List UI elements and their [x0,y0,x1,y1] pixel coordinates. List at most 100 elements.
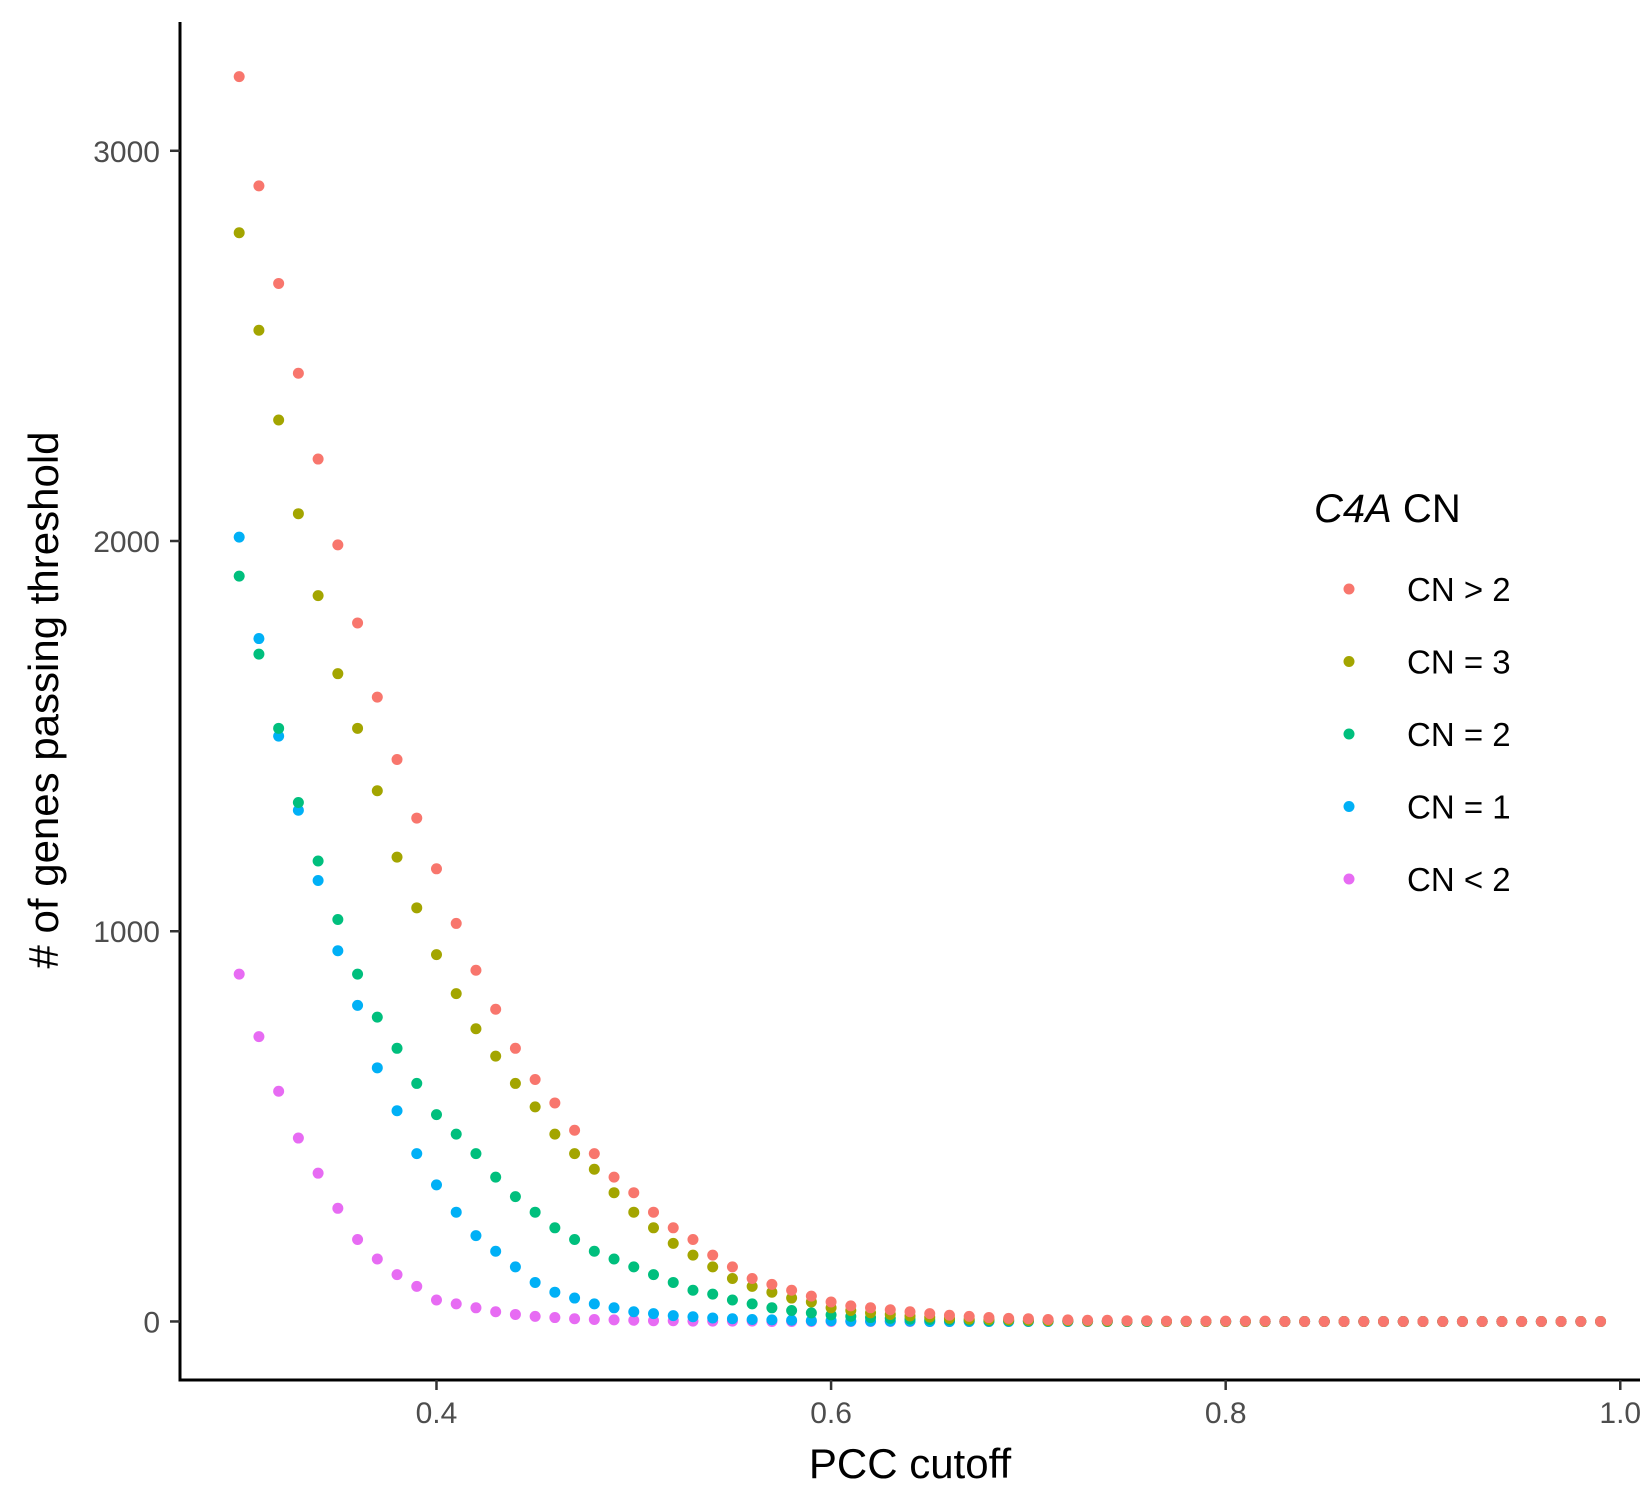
legend-key [1343,801,1355,812]
data-point [450,917,462,929]
series-1 [233,227,1607,1327]
data-point [233,570,245,582]
data-point [884,1304,896,1316]
data-point [588,1148,600,1160]
data-point [450,1298,462,1310]
data-point [233,531,245,543]
data-point [1279,1315,1291,1327]
data-point [786,1314,798,1326]
legend-title: C4A CN [1314,487,1461,531]
legend-label: CN < 2 [1407,861,1511,898]
data-point [1141,1315,1153,1327]
legend-title-rest: CN [1392,487,1461,531]
data-point [529,1206,541,1218]
data-point [430,1109,442,1121]
data-point [549,1286,561,1298]
data-point [805,1307,817,1319]
data-point [687,1311,699,1323]
data-point [430,863,442,875]
data-point [628,1306,640,1318]
data-point [1535,1315,1547,1327]
data-point [470,1230,482,1242]
data-points [233,71,1607,1327]
legend-item: CN = 1 [1343,789,1511,826]
data-point [628,1261,640,1273]
data-point [1318,1315,1330,1327]
data-point [667,1222,679,1234]
data-point [1575,1315,1587,1327]
data-point [430,949,442,961]
data-point [1555,1315,1567,1327]
data-point [1042,1314,1054,1326]
data-point [667,1237,679,1249]
data-point [588,1298,600,1310]
data-point [292,367,304,379]
data-point [687,1249,699,1261]
data-point [707,1249,719,1261]
data-point [273,722,285,734]
data-point [490,1171,502,1183]
data-point [1101,1314,1113,1326]
data-point [371,785,383,797]
data-point [707,1312,719,1324]
data-point [352,617,364,629]
y-axis-title: # of genes passing threshold [20,431,67,968]
data-point [470,1023,482,1035]
data-point [1456,1315,1468,1327]
data-point [726,1261,738,1273]
legend-items: CN > 2 CN = 3 CN = 2 CN = 1 CN < 2 [1343,571,1511,898]
data-point [490,1245,502,1257]
data-point [628,1314,640,1326]
data-point [253,1031,265,1043]
data-point [805,1290,817,1302]
legend-label: CN > 2 [1407,571,1511,608]
data-point [746,1273,758,1285]
data-point [1358,1315,1370,1327]
data-point [1516,1315,1528,1327]
data-point [1338,1315,1350,1327]
data-point [371,1011,383,1023]
data-point [707,1261,719,1273]
data-point [430,1179,442,1191]
data-point [529,1310,541,1322]
data-point [549,1097,561,1109]
data-point [292,508,304,520]
data-point [411,902,423,914]
data-point [549,1222,561,1234]
data-point [450,988,462,1000]
data-point [450,1206,462,1218]
data-point [332,914,344,926]
data-point [312,855,324,867]
data-point [569,1313,581,1325]
data-point [411,1077,423,1089]
series-3 [233,531,1607,1327]
data-point [391,1269,403,1281]
data-point [450,1128,462,1140]
legend-item: CN > 2 [1343,571,1511,608]
data-point [529,1074,541,1086]
data-point [608,1187,620,1199]
x-tick-label: 1.0 [1599,1397,1641,1430]
data-point [391,754,403,766]
data-point [588,1245,600,1257]
data-point [1121,1315,1133,1327]
data-point [411,1280,423,1292]
data-point [746,1280,758,1292]
data-point [549,1312,561,1324]
data-point [687,1284,699,1296]
data-point [1397,1315,1409,1327]
data-point [628,1206,640,1218]
data-point [628,1187,640,1199]
data-point [352,722,364,734]
data-point [1239,1315,1251,1327]
data-point [509,1191,521,1203]
data-point [233,71,245,83]
data-point [608,1253,620,1265]
data-point [766,1278,778,1290]
data-point [1378,1315,1390,1327]
data-point [707,1288,719,1300]
data-point [608,1171,620,1183]
axes [178,22,1640,1382]
x-tick-label: 0.4 [416,1397,458,1430]
data-point [667,1276,679,1288]
